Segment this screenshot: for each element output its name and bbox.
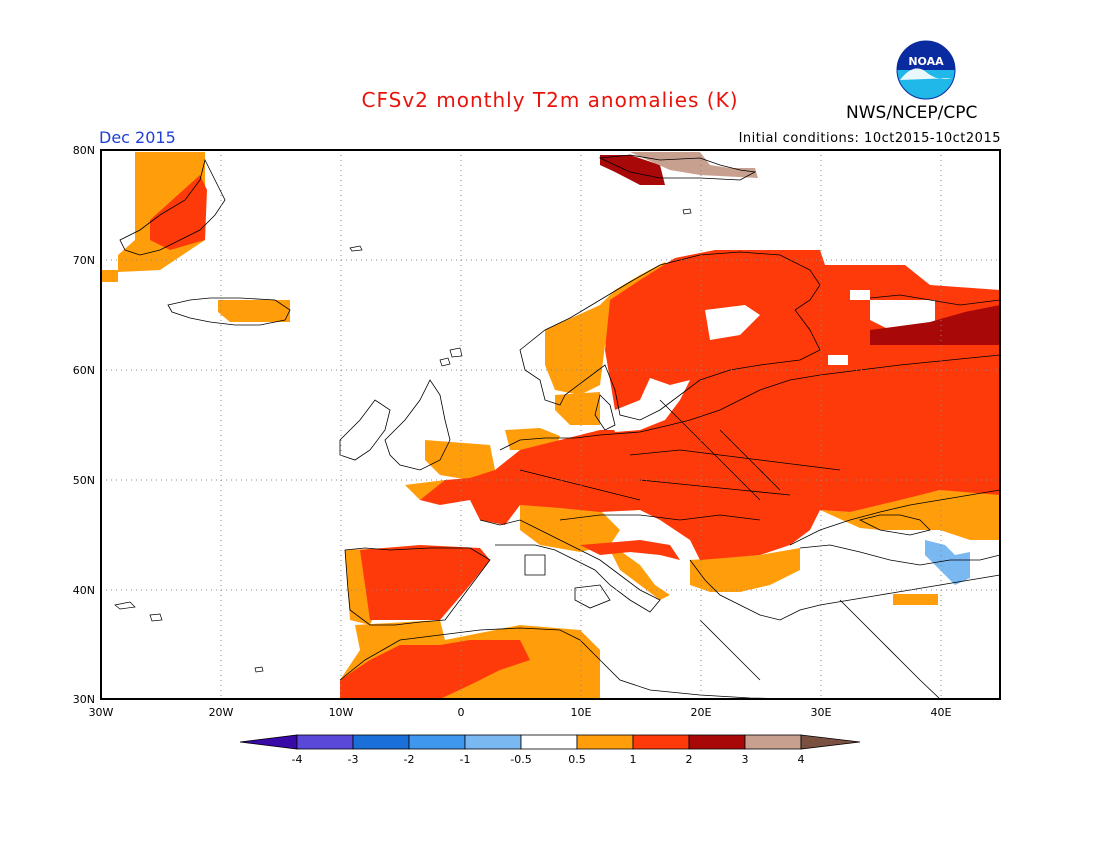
legend-swatch [464, 734, 522, 750]
lat-label: 80N [73, 144, 95, 157]
legend-arrow-right [800, 734, 861, 750]
lon-label: 10W [329, 706, 354, 719]
legend-tick: 4 [798, 753, 805, 766]
lon-label: 30W [89, 706, 114, 719]
legend-swatch [520, 734, 578, 750]
legend-swatch [688, 734, 746, 750]
lat-label: 40N [73, 584, 95, 597]
initial-conditions: Initial conditions: 10ct2015-10ct2015 [738, 131, 1001, 146]
legend-swatch [296, 734, 354, 750]
legend-tick: 1 [630, 753, 637, 766]
lon-label: 10E [571, 706, 592, 719]
map-title: CFSv2 monthly T2m anomalies (K) [361, 88, 739, 112]
anomaly-dark-red [600, 155, 1000, 345]
legend-swatch [632, 734, 690, 750]
lon-label: 20W [209, 706, 234, 719]
map-frame [100, 149, 1001, 700]
legend-ticks: -4 -3 -2 -1 -0.5 0.5 1 2 3 4 [292, 753, 805, 766]
lat-labels: 80N 70N 60N 50N 40N 30N [73, 144, 95, 706]
lon-labels: 30W 20W 10W 0 10E 20E 30E 40E [89, 706, 952, 719]
anomaly-light-blue [925, 540, 970, 585]
map-area [101, 150, 1000, 699]
lon-label: 0 [458, 706, 465, 719]
anomaly-tan [630, 152, 758, 178]
islands [114, 208, 692, 673]
legend-arrow-left [239, 734, 298, 750]
legend-swatch [408, 734, 466, 750]
lat-label: 50N [73, 474, 95, 487]
legend-tick: 0.5 [568, 753, 586, 766]
legend-tick: -1 [460, 753, 471, 766]
legend-tick: 2 [686, 753, 693, 766]
lat-label: 60N [73, 364, 95, 377]
legend-tick: 3 [742, 753, 749, 766]
legend-swatch [744, 734, 802, 750]
anomaly-white-gaps [610, 290, 935, 432]
lon-label: 20E [691, 706, 712, 719]
forecast-period: Dec 2015 [99, 128, 176, 147]
lon-label: 30E [811, 706, 832, 719]
lat-label: 70N [73, 254, 95, 267]
lat-label: 30N [73, 693, 95, 706]
org-label: NWS/NCEP/CPC [846, 103, 978, 123]
legend-tick: -0.5 [510, 753, 531, 766]
legend-tick: -4 [292, 753, 303, 766]
noaa-logo-text: NOAA [908, 55, 944, 68]
legend-swatch [352, 734, 410, 750]
noaa-logo: NOAA [896, 40, 956, 100]
color-legend [239, 734, 861, 750]
legend-tick: -2 [404, 753, 415, 766]
lon-label: 40E [931, 706, 952, 719]
coastlines [119, 154, 1000, 699]
legend-tick: -3 [348, 753, 359, 766]
legend-swatch [576, 734, 634, 750]
